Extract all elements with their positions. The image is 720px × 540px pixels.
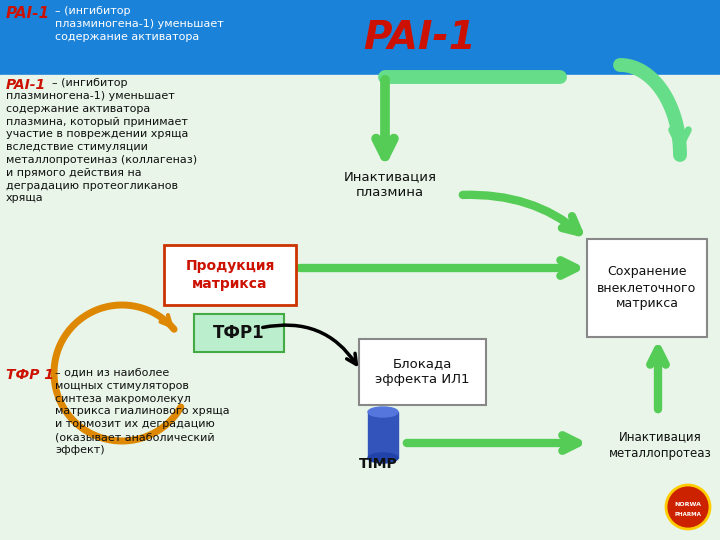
Text: PAI-1: PAI-1	[6, 6, 50, 21]
Ellipse shape	[368, 453, 398, 463]
Text: – один из наиболее
мощных стимуляторов
синтеза макромолекул
матрикса гиалинового: – один из наиболее мощных стимуляторов с…	[55, 368, 230, 455]
Text: плазминогена-1) уменьшает
содержание активатора
плазмина, который принимает
учас: плазминогена-1) уменьшает содержание акт…	[6, 91, 197, 204]
Text: PAI-1: PAI-1	[364, 19, 477, 57]
FancyBboxPatch shape	[194, 314, 284, 352]
Bar	[368, 412, 398, 458]
Text: – (ингибитор: – (ингибитор	[52, 78, 127, 88]
Text: ТФР1: ТФР1	[213, 324, 265, 342]
Text: Сохранение
внеклеточного
матрикса: Сохранение внеклеточного матрикса	[598, 266, 697, 310]
Bar	[0, 75, 720, 540]
Circle shape	[666, 485, 710, 529]
FancyBboxPatch shape	[587, 239, 707, 337]
FancyBboxPatch shape	[164, 245, 296, 305]
Text: Блокада
эффекта ИЛ1: Блокада эффекта ИЛ1	[375, 357, 469, 387]
Text: ТФР 1: ТФР 1	[6, 368, 54, 382]
Text: Инактивация
металлопротеаз: Инактивация металлопротеаз	[608, 430, 711, 460]
Text: NORWA: NORWA	[675, 502, 701, 507]
Text: PHARMA: PHARMA	[675, 511, 701, 516]
Text: Продукция
матрикса: Продукция матрикса	[185, 259, 275, 291]
Text: – (ингибитор
плазминогена-1) уменьшает
содержание активатора: – (ингибитор плазминогена-1) уменьшает с…	[55, 6, 224, 42]
Text: PAI-1: PAI-1	[6, 78, 46, 92]
Text: ТIМР: ТIМР	[359, 457, 397, 471]
FancyBboxPatch shape	[359, 339, 486, 405]
Text: Инактивация
плазмина: Инактивация плазмина	[343, 171, 436, 199]
Ellipse shape	[368, 407, 398, 417]
